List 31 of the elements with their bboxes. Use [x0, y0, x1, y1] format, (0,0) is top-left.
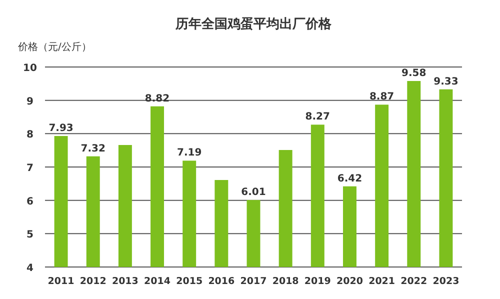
x-tick-label: 2019	[304, 276, 331, 287]
data-label: 7.32	[80, 143, 106, 154]
x-tick-label: 2017	[240, 276, 267, 287]
x-tick-label: 2021	[368, 276, 396, 287]
y-tick-label: 8	[26, 130, 34, 141]
data-label: 7.19	[177, 148, 202, 159]
y-axis-title: 价格（元/公斤）	[17, 41, 92, 53]
y-tick-label: 5	[26, 230, 34, 241]
y-tick-label: 9	[26, 96, 34, 108]
x-tick-label: 2014	[144, 276, 171, 287]
x-tick-label: 2022	[400, 276, 428, 287]
x-tick-label: 2016	[208, 276, 236, 287]
x-tick-label: 2020	[336, 276, 364, 287]
data-label: 8.27	[305, 112, 330, 123]
y-tick-label: 10	[23, 63, 37, 74]
y-tick-label: 7	[26, 163, 34, 174]
x-tick-label: 2015	[176, 276, 203, 287]
x-tick-label: 2011	[48, 276, 74, 287]
data-label: 9.58	[402, 68, 426, 79]
data-label: 6.42	[337, 173, 362, 184]
x-tick-label: 2013	[112, 276, 138, 287]
y-tick-label: 4	[26, 263, 34, 274]
data-label: 9.33	[434, 76, 458, 88]
y-tick-label: 6	[26, 196, 34, 208]
data-label: 6.01	[241, 187, 266, 198]
data-label: 7.93	[48, 123, 74, 134]
x-tick-label: 2023	[432, 276, 460, 287]
x-tick-label: 2012	[80, 276, 106, 287]
data-label: 8.87	[369, 92, 394, 103]
chart-title: 历年全国鸡蛋平均出厂价格	[174, 17, 332, 32]
x-tick-label: 2018	[272, 276, 300, 287]
